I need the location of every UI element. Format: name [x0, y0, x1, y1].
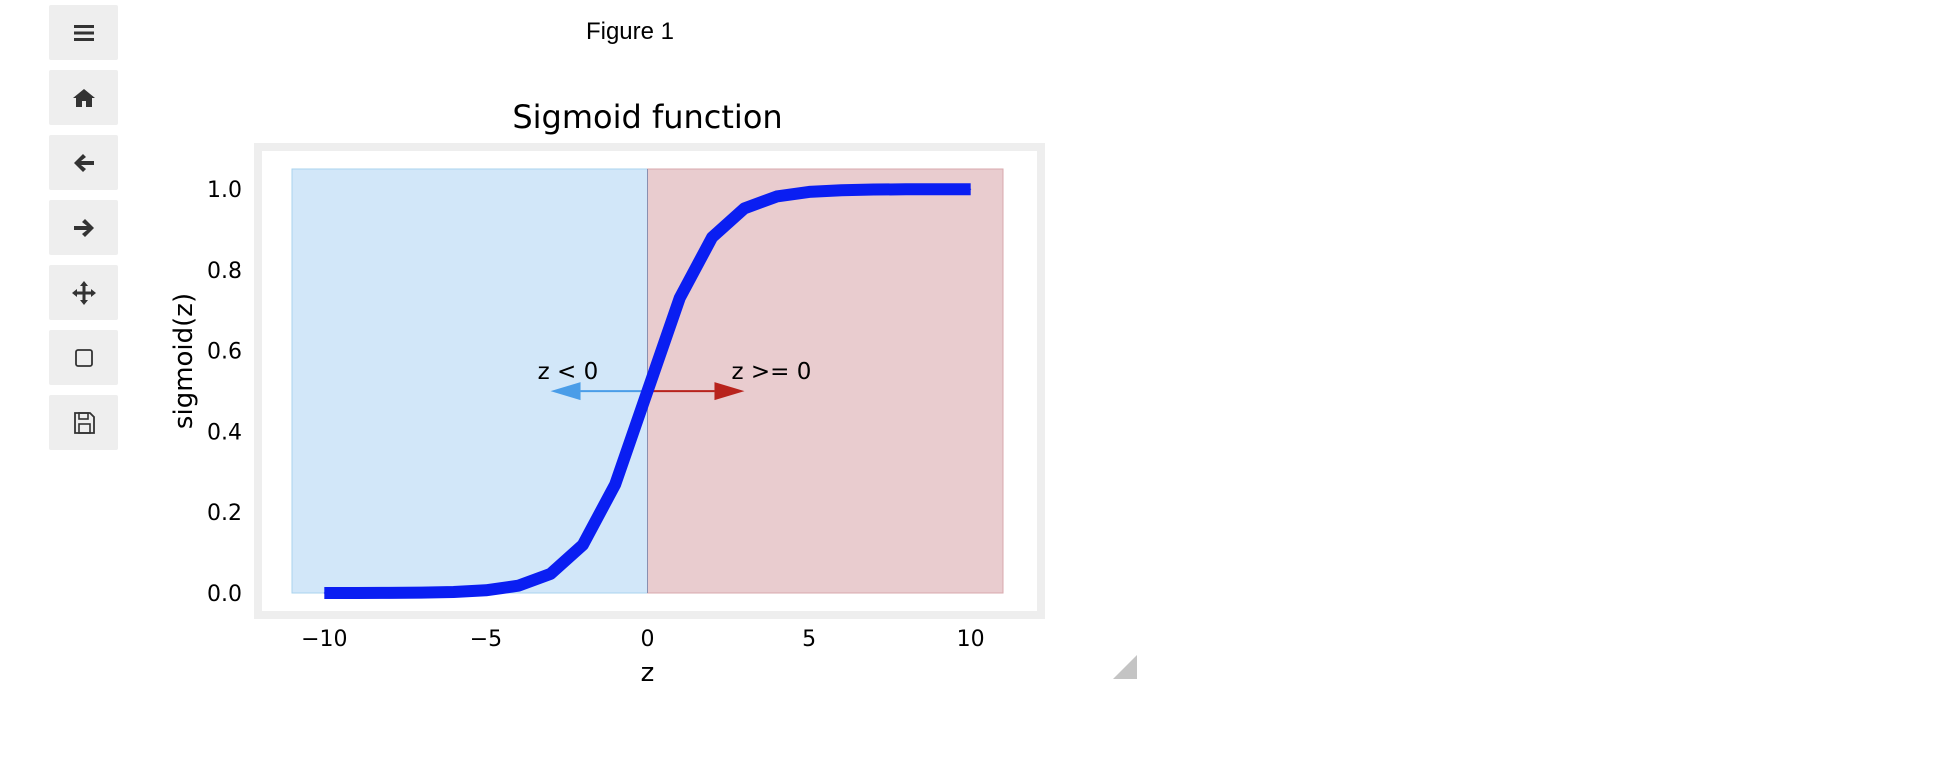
data-point — [937, 188, 939, 190]
data-point — [647, 390, 648, 392]
home-icon — [72, 88, 95, 107]
move-icon — [71, 280, 96, 305]
menu-icon — [73, 24, 94, 41]
y-tick-label: 1.0 — [207, 178, 242, 203]
data-point — [453, 591, 455, 593]
data-point — [582, 544, 584, 546]
x-tick-label: −10 — [301, 627, 347, 652]
data-point — [323, 592, 325, 594]
data-point — [840, 189, 842, 191]
y-tick-label: 0.0 — [207, 582, 242, 607]
back-button[interactable] — [49, 135, 118, 190]
data-point — [873, 189, 875, 191]
data-point — [711, 236, 713, 238]
y-tick-label: 0.8 — [207, 259, 242, 284]
y-axis-label: sigmoid(z) — [169, 293, 199, 429]
data-point — [485, 589, 487, 591]
shaded-region-positive — [647, 168, 1004, 594]
forward-button[interactable] — [49, 200, 118, 255]
data-point — [356, 592, 358, 594]
data-point — [743, 207, 745, 209]
save-button[interactable] — [49, 395, 118, 450]
x-tick-label: −5 — [470, 627, 502, 652]
y-tick-label: 0.2 — [207, 501, 242, 526]
x-tick-label: 5 — [802, 627, 816, 652]
figure-title: Figure 1 — [585, 18, 675, 45]
data-point — [905, 188, 907, 190]
figure-toolbar — [49, 5, 118, 460]
y-tick-label: 0.6 — [207, 340, 242, 365]
data-point — [776, 195, 778, 197]
annotation-label-1: z >= 0 — [732, 359, 812, 385]
data-point — [388, 592, 390, 594]
sigmoid-chart: Sigmoid function z < 0 z >= 0 −10 −5 0 5 10 0.0 0… — [169, 98, 1045, 688]
x-tick-label: 10 — [957, 627, 985, 652]
save-icon — [73, 411, 95, 434]
menu-button[interactable] — [49, 5, 118, 60]
zoom-rect-icon — [74, 348, 93, 367]
resize-handle-icon[interactable] — [1113, 655, 1137, 679]
annotation-arrow-head-1 — [714, 382, 745, 401]
data-point — [679, 297, 681, 299]
pan-button[interactable] — [49, 265, 118, 320]
data-point — [808, 191, 810, 193]
annotation-label-0: z < 0 — [538, 359, 599, 385]
data-point — [614, 483, 616, 485]
forward-arrow-icon — [73, 218, 94, 237]
data-point — [550, 573, 552, 575]
zoom-button[interactable] — [49, 330, 118, 385]
data-point — [517, 585, 519, 587]
data-point — [970, 188, 972, 190]
x-axis-label: z — [641, 658, 655, 688]
chart-title: Sigmoid function — [512, 98, 782, 136]
home-button[interactable] — [49, 70, 118, 125]
back-arrow-icon — [73, 153, 94, 172]
annotation-arrow-head-0 — [550, 382, 581, 401]
x-tick-label: 0 — [641, 627, 655, 652]
y-tick-label: 0.4 — [207, 420, 242, 445]
data-point — [420, 592, 422, 594]
